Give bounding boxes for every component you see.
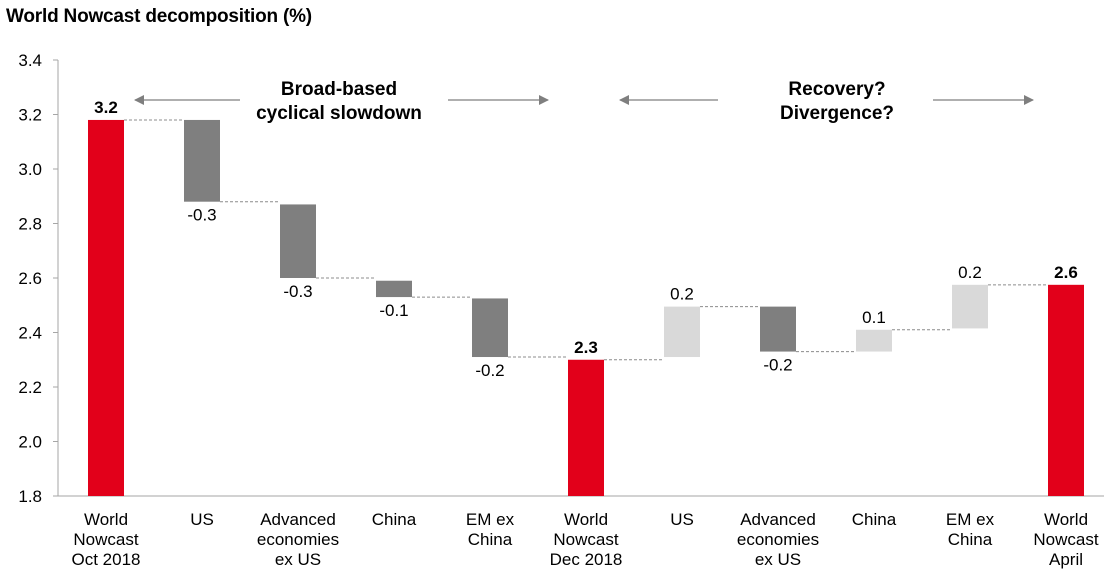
bar-total: [1048, 284, 1084, 496]
data-label: -0.2: [763, 356, 792, 375]
bar-increase: [664, 306, 700, 358]
category-label: EM ex China: [466, 510, 515, 549]
data-label: -0.1: [379, 301, 408, 320]
data-label: 2.3: [574, 338, 598, 357]
y-tick-label: 3.0: [18, 160, 42, 179]
y-tick-label: 2.4: [18, 324, 42, 343]
bar-decrease: [376, 280, 412, 298]
data-label: -0.3: [187, 206, 216, 225]
category-label-line: economies: [737, 530, 819, 549]
y-tick-label: 2.8: [18, 215, 42, 234]
category-label: World Nowcast Dec 2018: [550, 510, 623, 569]
y-tick-label: 2.2: [18, 378, 42, 397]
category-label: World Nowcast Oct 2018: [72, 510, 141, 569]
category-label-line: US: [190, 510, 214, 529]
annotation-line: Recovery?: [788, 79, 885, 100]
y-axis: 1.8 2.0 2.2 2.4 2.6 2.8 3.0 3.2 3.4: [18, 51, 1104, 506]
data-label: -0.3: [283, 282, 312, 301]
category-label-line: World: [1044, 510, 1088, 529]
category-label-line: Advanced: [740, 510, 816, 529]
connector-lines: [124, 119, 1048, 361]
category-label-line: China: [852, 510, 897, 529]
category-label: US: [670, 510, 694, 529]
category-label: Advanced economies ex US: [737, 510, 819, 569]
category-label-line: ex US: [755, 550, 801, 569]
category-label-line: China: [948, 530, 993, 549]
category-label-line: Nowcast: [553, 530, 618, 549]
data-label: 0.1: [862, 308, 886, 327]
category-label-line: economies: [257, 530, 339, 549]
category-label-line: World: [84, 510, 128, 529]
bar-decrease: [280, 204, 316, 278]
category-label-line: World: [564, 510, 608, 529]
bar-increase: [856, 329, 892, 352]
annotation-line: Broad-based: [281, 79, 397, 100]
category-label-line: Oct 2018: [72, 550, 141, 569]
category-label: China: [852, 510, 897, 529]
category-label: US: [190, 510, 214, 529]
category-label-line: Nowcast: [1033, 530, 1098, 549]
category-label-line: ex US: [275, 550, 321, 569]
bar-decrease: [760, 306, 796, 352]
bar-decrease: [472, 298, 508, 358]
category-label-line: US: [670, 510, 694, 529]
data-label: -0.2: [475, 361, 504, 380]
annotation-broad-based: Broad-based cyclical slowdown: [256, 79, 422, 124]
category-label-line: Nowcast: [73, 530, 138, 549]
annotation-line: cyclical slowdown: [256, 103, 422, 124]
data-labels: 3.2 -0.3 -0.3 -0.1 -0.2 2.3 0.2 -0.2 0.1 0.2 2.6: [94, 98, 1078, 380]
bar-total: [568, 359, 604, 496]
category-label-line: China: [468, 530, 513, 549]
y-tick-label: 3.4: [18, 51, 42, 70]
data-label: 0.2: [670, 285, 694, 304]
category-label-line: April: [1049, 550, 1083, 569]
y-tick-label: 1.8: [18, 487, 42, 506]
bar-total: [88, 119, 124, 496]
category-label-line: Dec 2018: [550, 550, 623, 569]
annotations: Broad-based cyclical slowdown Recovery? Div…: [134, 79, 1034, 124]
chart-title: World Nowcast decomposition (%): [6, 6, 312, 27]
category-label: Advanced economies ex US: [257, 510, 339, 569]
annotation-line: Divergence?: [780, 103, 894, 124]
bar-increase: [952, 284, 988, 329]
annotation-recovery: Recovery? Divergence?: [780, 79, 894, 124]
bar-decrease: [184, 119, 220, 202]
category-label-line: Advanced: [260, 510, 336, 529]
bars: [88, 119, 1084, 496]
category-label-line: China: [372, 510, 417, 529]
data-label: 3.2: [94, 98, 118, 117]
category-label: World Nowcast April: [1033, 510, 1098, 569]
category-label: EM ex China: [946, 510, 995, 549]
category-label-line: EM ex: [946, 510, 995, 529]
y-tick-label: 2.0: [18, 433, 42, 452]
category-label-line: EM ex: [466, 510, 515, 529]
y-tick-label: 3.2: [18, 106, 42, 125]
y-tick-label: 2.6: [18, 269, 42, 288]
category-label: China: [372, 510, 417, 529]
data-label: 0.2: [958, 263, 982, 282]
data-label: 2.6: [1054, 263, 1078, 282]
